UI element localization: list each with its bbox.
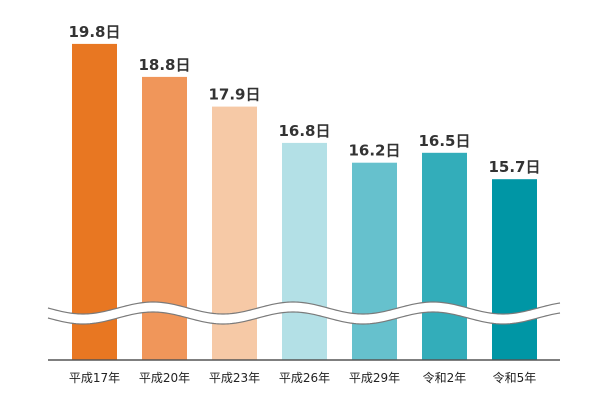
category-label: 平成20年: [139, 371, 190, 385]
axis-break-top-wave: [47, 301, 561, 315]
bar-2: [142, 76, 187, 361]
axis-break-band: [48, 302, 560, 324]
bar-4: [282, 142, 327, 360]
category-label: 令和5年: [493, 370, 537, 385]
bar-value-label: 16.5日: [418, 132, 470, 150]
bar-1: [72, 43, 117, 361]
category-label: 令和2年: [423, 370, 467, 385]
bar-value-label: 19.8日: [68, 23, 120, 41]
category-label: 平成26年: [279, 371, 330, 385]
bar-5: [352, 162, 397, 360]
bar-value-label: 18.8日: [138, 56, 190, 74]
category-label: 平成23年: [209, 371, 260, 385]
category-label: 平成17年: [69, 371, 120, 385]
bars-group: [72, 43, 537, 361]
axis-break-bottom-wave: [47, 311, 561, 325]
bar-value-label: 16.2日: [348, 142, 400, 160]
bar-value-label: 15.7日: [488, 158, 540, 176]
axis-break-group: [47, 301, 561, 325]
bar-value-label: 16.8日: [278, 122, 330, 140]
bar-6: [422, 152, 467, 360]
bar-value-label: 17.9日: [208, 86, 260, 104]
bar-7: [492, 179, 537, 360]
category-label: 平成29年: [349, 371, 400, 385]
